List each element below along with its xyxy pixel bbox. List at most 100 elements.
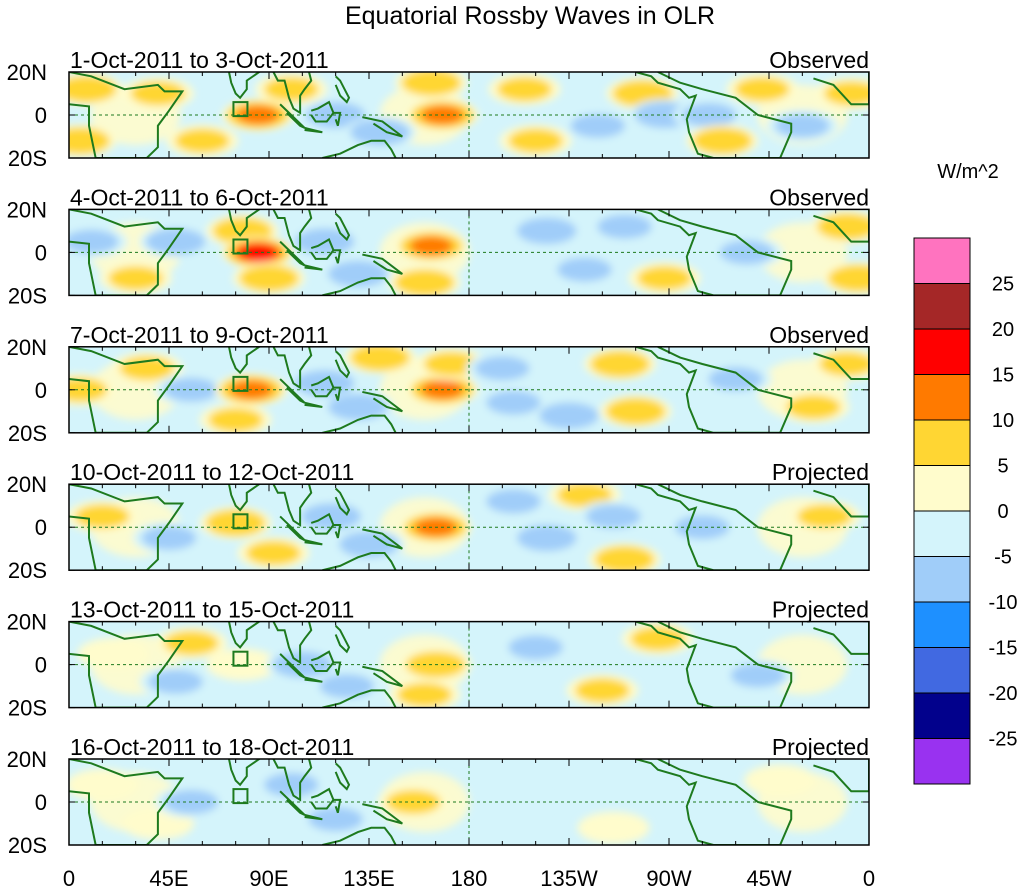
y-tick-label: 0 bbox=[35, 240, 47, 265]
anomaly-feature bbox=[356, 121, 404, 143]
colorbar-tick-label: 0 bbox=[997, 501, 1008, 523]
panel-status: Observed bbox=[769, 184, 869, 210]
colorbar-swatch bbox=[913, 647, 971, 694]
panel-status: Projected bbox=[772, 597, 869, 623]
colorbar-tick-label: 20 bbox=[992, 319, 1014, 341]
anomaly-feature bbox=[744, 764, 817, 797]
panel-2: 20N 0 20S 4-Oct-2011 to 6-Oct-2011 Observed bbox=[7, 184, 870, 308]
colorbar-tick-label: -5 bbox=[994, 547, 1012, 569]
anomaly-feature bbox=[612, 401, 660, 422]
y-tick-label: 20N bbox=[7, 197, 47, 222]
x-tick-label: 135W bbox=[540, 866, 598, 890]
panel-status: Projected bbox=[772, 734, 869, 760]
anomaly-feature bbox=[545, 405, 593, 426]
anomaly-feature bbox=[148, 669, 203, 694]
y-tick-label: 0 bbox=[35, 103, 47, 128]
anomaly-feature bbox=[264, 772, 319, 797]
panel-date-range: 7-Oct-2011 to 9-Oct-2011 bbox=[70, 322, 329, 348]
colorbar-swatch bbox=[913, 283, 971, 330]
panel-4: 20N 0 20S 10-Oct-2011 to 12-Oct-2011 Project… bbox=[7, 459, 870, 583]
colorbar-swatch bbox=[913, 601, 971, 648]
anomaly-feature bbox=[356, 347, 404, 368]
anomaly-feature bbox=[69, 768, 139, 801]
colorbar-swatch bbox=[913, 374, 971, 421]
anomaly-feature bbox=[708, 367, 763, 392]
anomaly-feature bbox=[508, 128, 563, 153]
anomaly-feature bbox=[301, 373, 348, 394]
y-tick-label: 20N bbox=[7, 335, 47, 360]
y-tick-label: 20S bbox=[8, 696, 47, 721]
panel-6: 20N 0 20S 16-Oct-2011 to 18-Oct-2011 Project… bbox=[7, 734, 870, 858]
colorbar-swatch bbox=[913, 465, 971, 512]
anomaly-feature bbox=[345, 534, 393, 555]
region-box bbox=[232, 101, 249, 118]
coastlines bbox=[69, 346, 869, 433]
chart-title: Equatorial Rossby Waves in OLR bbox=[345, 2, 715, 30]
colorbar-swatch bbox=[913, 419, 971, 466]
panel-1: 20N 0 20S 1-Oct-2011 to 3-Oct-2011 Observed bbox=[7, 47, 870, 171]
anomaly-feature bbox=[523, 527, 571, 549]
y-tick-label: 20N bbox=[7, 472, 47, 497]
anomaly-feature bbox=[409, 236, 453, 256]
anomaly-feature bbox=[486, 489, 541, 514]
anomaly-feature bbox=[557, 484, 612, 507]
anomaly-feature bbox=[730, 663, 786, 688]
colorbar-units: W/m^2 bbox=[937, 161, 999, 183]
x-tick-label: 45W bbox=[746, 866, 791, 890]
colorbar-tick-label: -15 bbox=[989, 638, 1018, 660]
y-tick-label: 20S bbox=[8, 421, 47, 446]
x-tick-label: 135E bbox=[343, 866, 394, 890]
anomaly-feature bbox=[69, 229, 119, 254]
y-tick-label: 20S bbox=[8, 146, 47, 171]
region-box bbox=[232, 375, 249, 392]
anomaly-feature bbox=[797, 504, 852, 529]
x-tick-label: 90E bbox=[249, 866, 288, 890]
anomaly-feature bbox=[819, 352, 869, 376]
anomaly-feature bbox=[69, 130, 104, 152]
anomaly-feature bbox=[407, 72, 455, 94]
coastlines bbox=[69, 484, 869, 571]
anomaly-feature bbox=[570, 113, 626, 138]
colorbar-swatch bbox=[913, 328, 971, 375]
anomaly-feature bbox=[596, 353, 644, 375]
anomaly-feature bbox=[637, 266, 692, 291]
anomaly-feature bbox=[77, 637, 150, 670]
anomaly-feature bbox=[245, 267, 293, 289]
panel-status: Observed bbox=[769, 47, 869, 73]
anomaly-feature bbox=[334, 263, 382, 285]
region-box bbox=[232, 650, 249, 667]
anomaly-feature bbox=[630, 626, 686, 651]
anomaly-feature bbox=[208, 407, 263, 432]
anomaly-feature bbox=[401, 272, 448, 293]
panel-status: Projected bbox=[772, 459, 869, 485]
coastlines bbox=[69, 72, 869, 158]
anomaly-feature bbox=[206, 648, 279, 681]
colorbar-tick-label: -20 bbox=[989, 683, 1018, 705]
coastlines bbox=[69, 209, 869, 296]
anomaly-feature bbox=[246, 541, 301, 565]
anomaly-feature bbox=[75, 504, 130, 529]
y-tick-label: 20N bbox=[7, 60, 47, 85]
region-box bbox=[232, 238, 249, 255]
colorbar-tick-label: -10 bbox=[989, 592, 1018, 614]
panel-date-range: 16-Oct-2011 to 18-Oct-2011 bbox=[70, 734, 354, 760]
x-tick-label: 0 bbox=[63, 866, 75, 890]
y-tick-label: 20S bbox=[8, 283, 47, 308]
anomaly-feature bbox=[523, 220, 571, 242]
anomaly-feature bbox=[69, 78, 111, 100]
anomaly-feature bbox=[141, 525, 197, 550]
panel-status: Observed bbox=[769, 322, 869, 348]
anomaly-feature bbox=[735, 77, 790, 102]
colorbar-swatch bbox=[913, 510, 971, 557]
anomaly-feature bbox=[597, 214, 652, 239]
anomaly-feature bbox=[557, 257, 612, 282]
colorbar-swatch bbox=[913, 237, 971, 284]
anomaly-feature bbox=[397, 682, 452, 707]
anomaly-feature bbox=[308, 807, 363, 832]
anomaly-feature bbox=[775, 113, 830, 138]
anomaly-feature bbox=[834, 267, 869, 289]
colorbar-tick-label: -25 bbox=[989, 729, 1018, 751]
panel-date-range: 4-Oct-2011 to 6-Oct-2011 bbox=[70, 184, 329, 210]
y-tick-label: 0 bbox=[35, 378, 47, 403]
